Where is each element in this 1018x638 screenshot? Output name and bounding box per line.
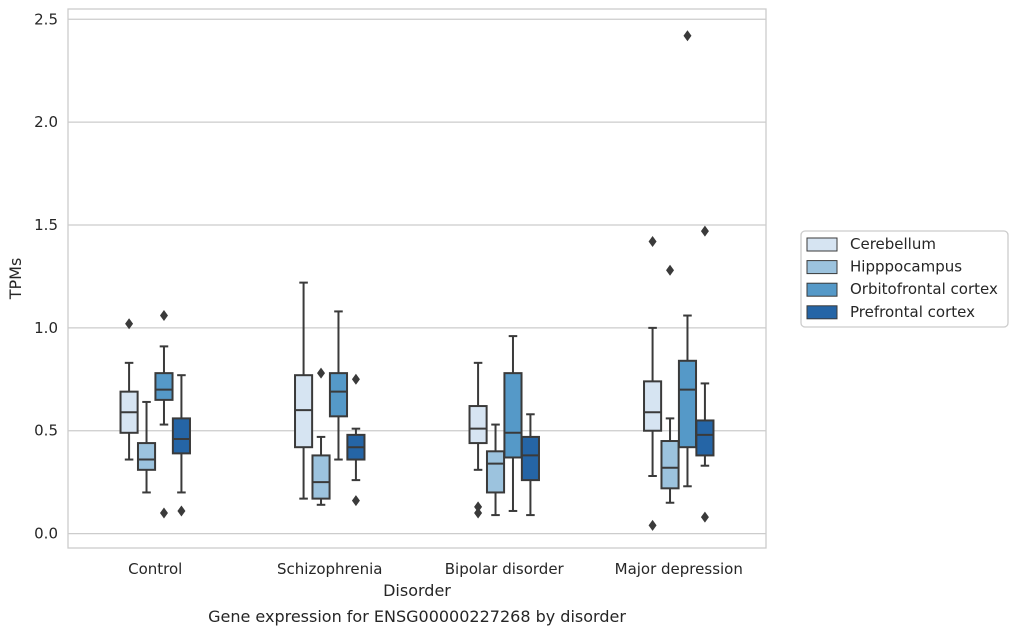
y-tick-label: 0.0 <box>34 525 58 543</box>
outlier-point <box>317 367 326 379</box>
box-iqr <box>311 454 331 500</box>
x-axis-label: Disorder <box>383 581 451 600</box>
legend-box <box>800 230 1009 328</box>
box-iqr <box>294 374 314 449</box>
x-tick-labels: Control Schizophrenia Bipolar disorder Majo… <box>128 560 743 578</box>
box-cerebellum <box>294 281 314 500</box>
outlier-point <box>648 235 657 247</box>
outlier-point <box>125 318 134 330</box>
legend-label: Orbitofrontal cortex <box>850 280 998 298</box>
outlier-point <box>177 505 186 517</box>
outlier-point <box>666 264 675 276</box>
box-cerebellum <box>643 235 663 531</box>
outlier-point <box>648 519 657 531</box>
box-iqr <box>468 405 488 445</box>
box-iqr <box>677 359 698 449</box>
box-prefrontal-cortex <box>520 413 540 517</box>
box-iqr <box>328 372 349 418</box>
y-tick-label: 2.0 <box>34 113 58 131</box>
box-orbitofrontal-cortex <box>154 310 174 519</box>
box-orbitofrontal-cortex <box>677 30 698 488</box>
box-prefrontal-cortex <box>346 373 366 507</box>
x-tick-label: Major depression <box>615 560 743 578</box>
outlier-point <box>159 507 168 519</box>
y-tick-label: 2.5 <box>34 10 58 28</box>
legend-swatch <box>806 305 838 320</box>
box-series-group <box>119 30 715 531</box>
x-tick-label: Schizophrenia <box>277 560 382 578</box>
chart-caption: Gene expression for ENSG00000227268 by d… <box>208 607 626 626</box>
outlier-point <box>474 507 483 519</box>
legend-label: Prefrontal cortex <box>850 303 975 321</box>
legend-swatch <box>806 237 838 252</box>
box-iqr <box>171 417 191 455</box>
outlier-point <box>351 495 360 507</box>
box-hipppocampus <box>485 423 506 517</box>
outlier-point <box>351 373 360 385</box>
outlier-point <box>683 30 692 42</box>
box-orbitofrontal-cortex <box>328 310 349 461</box>
box-hipppocampus <box>311 367 331 506</box>
box-hipppocampus <box>136 400 157 494</box>
box-iqr <box>660 440 680 490</box>
box-iqr <box>154 372 174 401</box>
box-prefrontal-cortex <box>171 374 191 517</box>
legend-label: Cerebellum <box>850 235 936 253</box>
box-iqr <box>503 372 523 459</box>
x-tick-label: Bipolar disorder <box>445 560 565 578</box>
outlier-point <box>159 310 168 322</box>
box-iqr <box>520 435 540 482</box>
box-iqr <box>136 442 157 471</box>
y-tick-labels: 0.0 0.5 1.0 1.5 2.0 2.5 <box>34 10 58 542</box>
outlier-point <box>700 511 709 523</box>
box-orbitofrontal-cortex <box>503 335 523 512</box>
box-cerebellum <box>119 318 139 461</box>
outlier-point <box>700 225 709 237</box>
legend-swatch <box>806 282 838 297</box>
box-prefrontal-cortex <box>695 225 715 523</box>
x-tick-label: Control <box>128 560 182 578</box>
legend: Cerebellum Hipppocampus Orbitofrontal cort… <box>800 230 1009 328</box>
box-cerebellum <box>468 361 488 519</box>
y-tick-label: 1.5 <box>34 216 58 234</box>
legend-swatch <box>806 260 838 275</box>
outlier-point <box>474 501 483 513</box>
box-iqr <box>485 450 506 494</box>
box-hipppocampus <box>660 264 680 504</box>
y-tick-label: 0.5 <box>34 422 58 440</box>
y-tick-label: 1.0 <box>34 319 58 337</box>
legend-label: Hipppocampus <box>850 258 962 276</box>
box-iqr <box>695 419 715 457</box>
y-axis-label: TPMs <box>6 258 25 301</box>
plot-frame <box>67 8 767 549</box>
box-iqr <box>643 380 663 432</box>
